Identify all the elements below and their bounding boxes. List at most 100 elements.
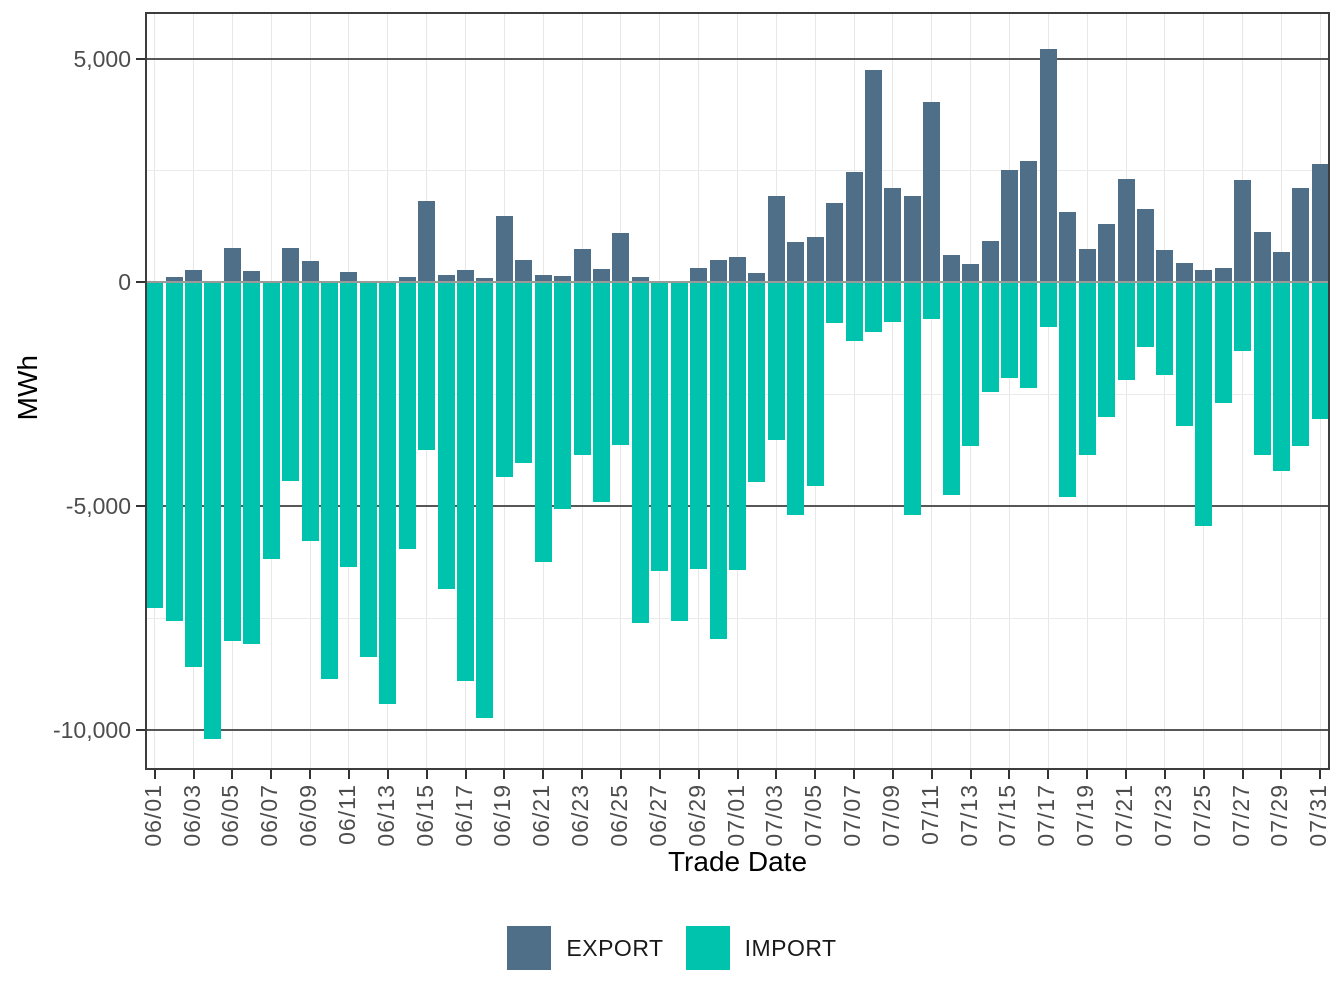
bar-export-06/25 (612, 233, 630, 283)
legend-swatch-export (507, 926, 552, 970)
x-tick-label: 07/31 (1305, 784, 1332, 847)
x-tick-mark (1008, 770, 1011, 779)
x-tick-label: 06/19 (489, 784, 516, 847)
x-tick-mark (697, 770, 700, 779)
bar-import-07/28 (1253, 282, 1271, 455)
bar-export-07/16 (1020, 161, 1038, 283)
x-tick-label: 07/25 (1188, 784, 1215, 847)
bar-import-07/08 (864, 282, 882, 332)
x-tick-mark (309, 770, 312, 779)
bar-export-06/11 (340, 272, 358, 283)
x-tick-label: 06/11 (333, 784, 360, 845)
bar-export-07/13 (962, 264, 980, 283)
bar-import-07/25 (1195, 282, 1213, 526)
x-tick-mark (1047, 770, 1050, 779)
x-axis-title: Trade Date (667, 846, 808, 877)
x-tick-mark (853, 770, 856, 779)
y-tick-mark (136, 729, 145, 732)
bar-import-06/01 (146, 282, 164, 608)
bar-export-07/18 (1059, 212, 1077, 283)
bar-export-06/16 (437, 274, 455, 283)
bar-import-07/10 (903, 282, 921, 516)
x-tick-label: 07/05 (800, 784, 827, 847)
bar-import-06/20 (515, 282, 533, 464)
bar-export-07/30 (1292, 187, 1310, 283)
x-tick-label: 06/21 (528, 784, 555, 847)
plot-panel (145, 12, 1330, 770)
bar-export-06/06 (243, 270, 261, 283)
legend: EXPORT IMPORT (0, 926, 1344, 970)
gridline-vertical (1242, 12, 1244, 770)
bar-import-07/11 (923, 282, 941, 319)
bar-export-07/12 (942, 254, 960, 283)
bar-export-07/11 (923, 101, 941, 283)
x-tick-mark (1319, 770, 1322, 779)
y-tick-label: 0 (118, 269, 131, 296)
bar-export-06/24 (593, 268, 611, 283)
bar-import-07/27 (1234, 282, 1252, 352)
bar-import-06/04 (204, 282, 222, 739)
x-tick-label: 06/27 (644, 784, 671, 847)
x-tick-mark (619, 770, 622, 779)
bar-import-06/14 (398, 282, 416, 550)
x-tick-label: 07/15 (994, 784, 1021, 847)
bar-import-06/16 (437, 282, 455, 590)
bar-export-07/14 (981, 241, 999, 283)
bar-export-07/07 (845, 171, 863, 283)
x-tick-mark (581, 770, 584, 779)
bar-import-07/31 (1311, 282, 1329, 420)
bar-export-06/08 (282, 247, 300, 283)
gridline-vertical (1008, 12, 1010, 770)
bar-export-07/26 (1214, 268, 1232, 283)
x-tick-label: 06/17 (450, 784, 477, 847)
x-tick-mark (1202, 770, 1205, 779)
legend-item-export: EXPORT (507, 926, 663, 970)
x-tick-label: 07/27 (1227, 784, 1254, 847)
x-tick-mark (891, 770, 894, 779)
x-tick-mark (464, 770, 467, 779)
bar-export-06/19 (495, 215, 513, 283)
bar-import-07/23 (1156, 282, 1174, 375)
bar-import-07/01 (729, 282, 746, 571)
bar-import-07/14 (981, 282, 999, 393)
bar-import-06/26 (631, 282, 649, 623)
bar-import-06/29 (690, 282, 708, 570)
bar-import-07/17 (1039, 282, 1057, 327)
legend-label-export: EXPORT (566, 934, 664, 961)
bar-export-07/21 (1117, 179, 1135, 283)
bar-import-06/28 (670, 282, 688, 622)
bar-export-06/20 (515, 260, 533, 283)
bar-import-06/15 (418, 282, 436, 451)
bar-import-06/24 (593, 282, 611, 503)
bar-export-07/19 (1078, 249, 1096, 283)
bar-export-07/23 (1156, 249, 1174, 283)
x-tick-label: 06/25 (605, 784, 632, 847)
gridline-vertical (853, 12, 855, 770)
bar-import-07/29 (1272, 282, 1290, 471)
bar-export-07/25 (1195, 269, 1213, 283)
bar-import-07/21 (1117, 282, 1135, 381)
x-tick-mark (1280, 770, 1283, 779)
x-tick-label: 06/07 (256, 784, 283, 847)
x-tick-mark (775, 770, 778, 779)
y-tick-mark (136, 281, 145, 284)
x-tick-mark (1125, 770, 1128, 779)
gridline-vertical (1047, 12, 1049, 770)
bar-export-07/20 (1098, 223, 1116, 283)
x-tick-label: 06/29 (683, 784, 710, 847)
bar-export-07/15 (1000, 169, 1018, 283)
bar-export-06/03 (185, 269, 203, 283)
x-tick-mark (503, 770, 506, 779)
bar-import-06/17 (457, 282, 475, 681)
bar-export-07/06 (826, 203, 844, 283)
bar-export-06/30 (709, 260, 727, 283)
x-tick-mark (270, 770, 273, 779)
x-tick-label: 06/23 (567, 784, 594, 847)
y-tick-mark (136, 505, 145, 508)
y-tick-label: -5,000 (65, 493, 131, 520)
bar-import-06/22 (554, 282, 572, 509)
bar-import-06/09 (301, 282, 319, 541)
x-tick-mark (542, 770, 545, 779)
bar-import-06/30 (709, 282, 727, 640)
bar-export-06/18 (476, 278, 494, 283)
